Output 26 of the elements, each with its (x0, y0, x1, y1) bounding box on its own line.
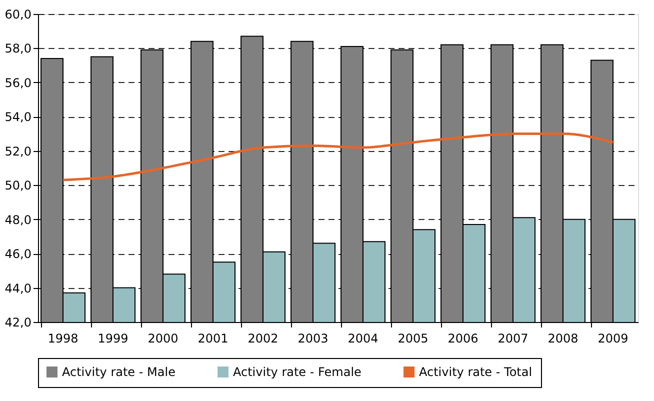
x-tick-label: 2004 (348, 332, 378, 346)
y-tick-label: 54,0 (4, 110, 32, 124)
y-tick-label: 44,0 (4, 281, 32, 296)
x-tick-label: 2002 (248, 332, 278, 346)
x-tick-label: 2007 (498, 332, 528, 346)
y-tick-label: 42,0 (4, 316, 32, 330)
line-series (62, 132, 614, 182)
y-tick-label: 52,0 (4, 144, 32, 158)
x-tick-label: 1999 (98, 332, 128, 346)
x-tick-label: 2001 (198, 332, 228, 346)
x-tick-label: 2003 (298, 332, 328, 346)
y-tick-label: 56,0 (4, 76, 32, 90)
legend-label: Activity rate - Male (62, 365, 176, 379)
y-tick-label: 50,0 (4, 178, 32, 193)
legend-label: Activity rate - Female (233, 365, 362, 379)
x-tick-label: 2000 (148, 332, 178, 346)
y-tick-label: 46,0 (4, 247, 32, 262)
x-tick-label: 2008 (548, 332, 578, 346)
legend-label: Activity rate - Total (419, 365, 532, 379)
y-tick-label: 58,0 (4, 42, 32, 56)
y-tick-label: 48,0 (4, 212, 32, 227)
x-tick-label: 1998 (48, 332, 78, 346)
y-tick-label: 60,0 (4, 8, 32, 22)
x-tick-label: 2005 (398, 332, 428, 346)
x-tick-label: 2006 (448, 332, 478, 346)
x-tick-label: 2009 (598, 332, 628, 346)
